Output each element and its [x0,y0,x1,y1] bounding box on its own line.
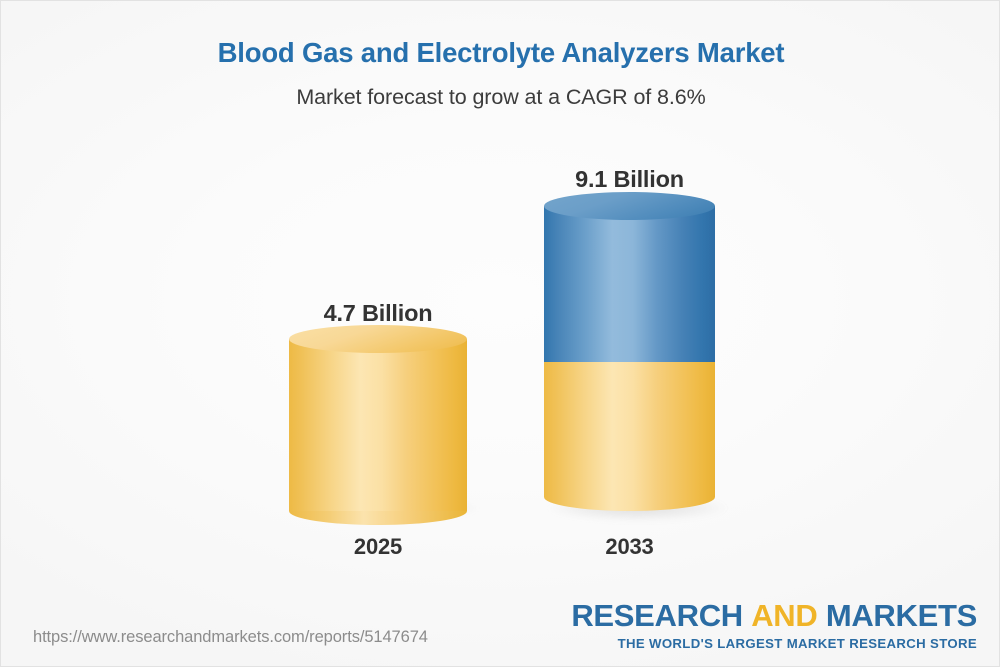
chart-subtitle: Market forecast to grow at a CAGR of 8.6… [296,84,706,109]
cylinder-segment-base-fill-2025 [289,339,467,511]
logo-tagline: THE WORLD'S LARGEST MARKET RESEARCH STOR… [617,635,977,651]
cylinder-top-lid-2025 [289,325,467,353]
bar-category-label-2033: 2033 [605,534,654,559]
cylinder-top-lid-2033 [544,192,715,220]
research-and-markets-logo[interactable]: RESEARCH AND MARKETS THE WORLD'S LARGEST… [571,600,977,650]
logo-word-research: RESEARCH [571,597,743,633]
logo-word-and: AND [751,597,818,633]
cylinder-2025 [289,325,467,525]
bar-2033[interactable] [544,192,727,521]
cylinder-2033 [544,192,715,511]
cylinder-segment-growth-2033 [544,206,715,362]
logo-word-markets: MARKETS [825,597,977,633]
bar-value-label-2033: 9.1 Billion [575,166,684,192]
bar-2025[interactable] [289,325,479,525]
bar-category-label-2025: 2025 [353,534,403,559]
cylinder-body-2033 [544,206,715,511]
cylinder-segment-base-2033 [544,362,715,511]
header-block: Blood Gas and Electrolyte Analyzers Mark… [1,37,999,110]
chart-title: Blood Gas and Electrolyte Analyzers Mark… [217,37,785,68]
bar-value-label-2025: 4.7 Billion [323,300,433,326]
cylinder-body-mask-2025 [289,339,467,511]
logo-wordmark: RESEARCH AND MARKETS [571,600,977,631]
source-url[interactable]: https://www.researchandmarkets.com/repor… [33,628,428,646]
